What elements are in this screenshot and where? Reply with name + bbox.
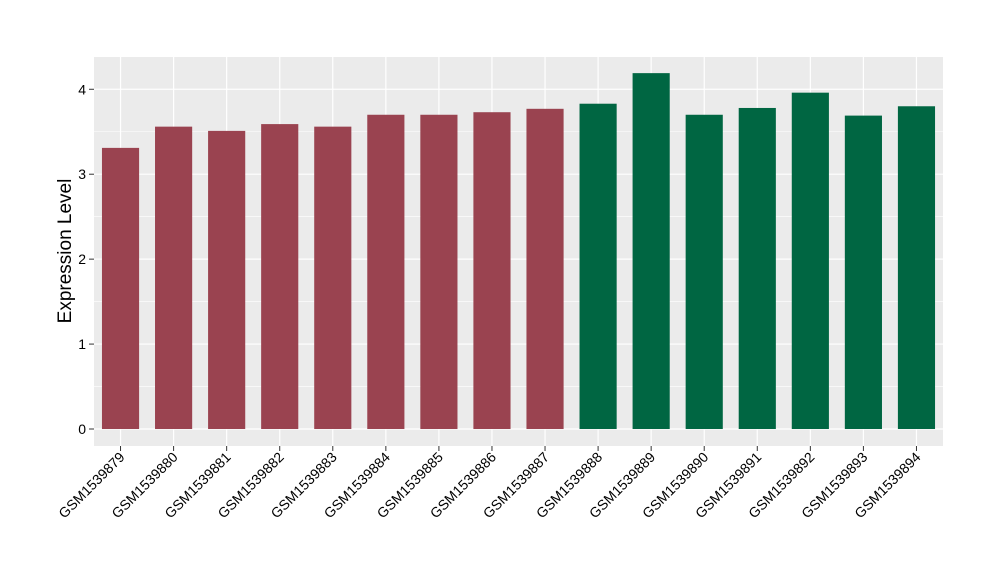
bar-GSM1539881 (208, 130, 246, 430)
bar-GSM1539890 (685, 114, 723, 430)
bar-GSM1539880 (155, 126, 193, 430)
bar-GSM1539885 (420, 114, 458, 430)
bar-GSM1539883 (314, 126, 352, 430)
bar-GSM1539887 (526, 108, 564, 430)
bar-GSM1539888 (579, 103, 617, 430)
bar-GSM1539891 (738, 107, 776, 430)
bars (101, 73, 936, 430)
bar-GSM1539893 (844, 115, 882, 430)
bar-GSM1539884 (367, 114, 405, 430)
y-tick-label: 0 (78, 421, 86, 437)
bar-GSM1539879 (101, 147, 140, 430)
y-axis: 0 1 2 3 4 (78, 81, 94, 437)
y-axis-label: Expression Level (55, 179, 76, 324)
bar-GSM1539886 (473, 112, 511, 430)
y-tick-label: 3 (78, 166, 86, 182)
x-axis: GSM1539879GSM1539880GSM1539881GSM1539882… (55, 446, 924, 521)
y-tick-label: 2 (78, 251, 86, 267)
y-tick-label: 1 (78, 336, 86, 352)
bar-GSM1539892 (791, 92, 829, 430)
bar-GSM1539882 (261, 124, 299, 430)
y-tick-label: 4 (78, 81, 86, 97)
bar-GSM1539894 (897, 106, 936, 430)
bar-GSM1539889 (632, 73, 670, 430)
